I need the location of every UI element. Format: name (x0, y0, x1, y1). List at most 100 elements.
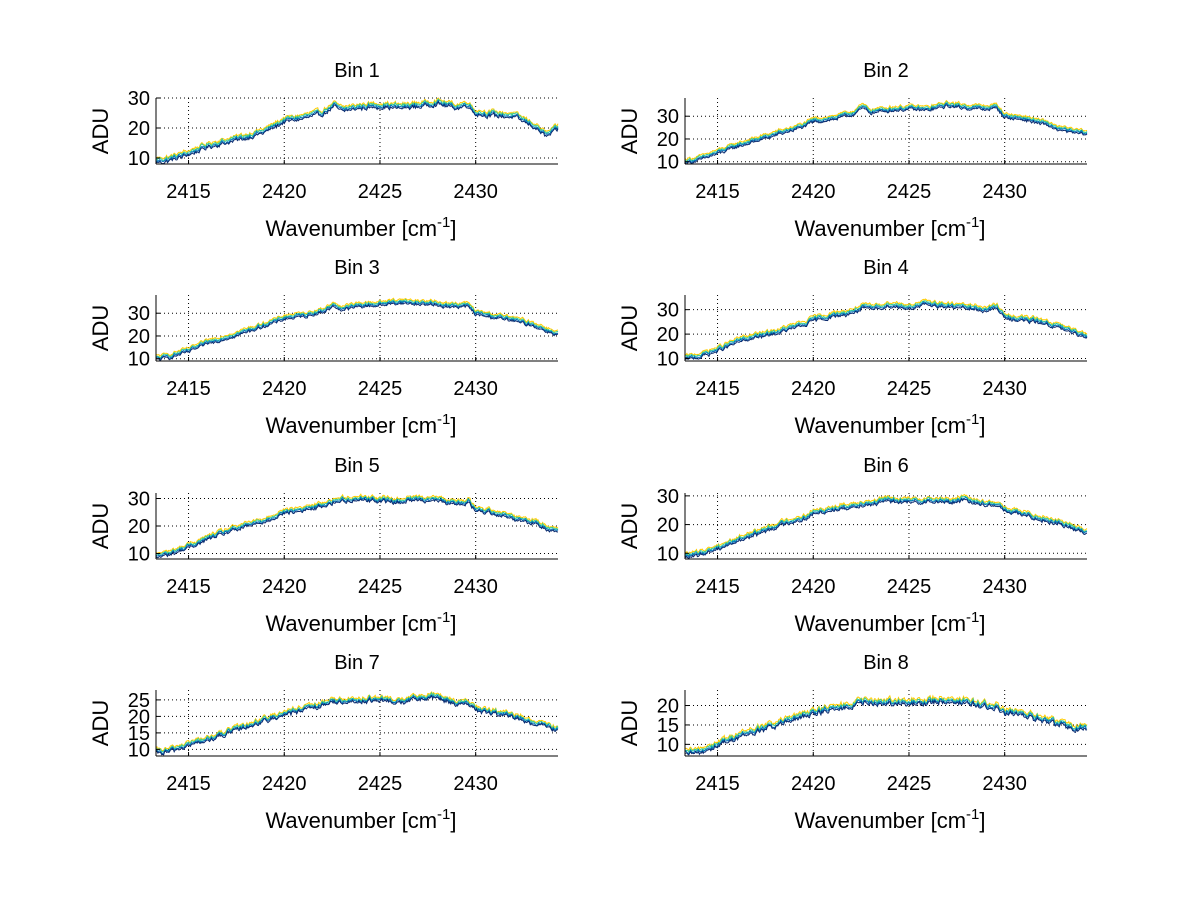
y-tick-label: 20 (657, 696, 679, 718)
series-line-4 (684, 302, 1088, 360)
x-tick-label: 2415 (695, 181, 740, 203)
x-tick-label: 2430 (453, 576, 498, 598)
y-tick-label: 10 (128, 544, 150, 566)
y-tick-label: 10 (128, 349, 150, 371)
y-axis-label: ADU (617, 305, 642, 351)
subplot-bin-6: 2415 2420 2425 2430 10 20 30 Bin 6 ADU Wavenumber… (617, 455, 1088, 636)
subplot-bin-5: 2415 2420 2425 2430 10 20 30 Bin 5 ADU Wavenumber… (88, 455, 559, 636)
y-axis-label: ADU (617, 108, 642, 154)
x-tick-label: 2420 (262, 576, 307, 598)
x-tick-label: 2420 (791, 181, 836, 203)
x-tick-label: 2430 (982, 773, 1027, 795)
x-tick-label: 2430 (982, 181, 1027, 203)
series-line-2 (155, 298, 559, 359)
series-line-2 (684, 300, 1088, 358)
series-line-4 (684, 699, 1088, 756)
x-tick-label: 2415 (166, 378, 211, 400)
y-tick-label: 15 (128, 723, 150, 745)
x-tick-label: 2415 (695, 576, 740, 598)
x-tick-label: 2420 (262, 181, 307, 203)
y-axis-label: ADU (88, 700, 113, 746)
y-axis-label: ADU (617, 503, 642, 549)
series-line-3 (155, 495, 559, 557)
y-tick-label: 10 (657, 152, 679, 174)
x-tick-label: 2425 (887, 576, 932, 598)
series-line-1 (684, 493, 1088, 556)
series-line-3 (155, 99, 559, 163)
y-tick-label: 25 (128, 690, 150, 712)
series-line-1 (155, 691, 559, 752)
series-line-2 (155, 98, 559, 161)
series-line-4 (155, 694, 559, 756)
x-tick-label: 2415 (695, 773, 740, 795)
subplot-title: Bin 8 (863, 652, 909, 674)
x-axis-label: Wavenumber [cm-1] (265, 214, 456, 241)
series-line-4 (684, 103, 1088, 165)
y-tick-label: 30 (128, 303, 150, 325)
series-line-1 (684, 99, 1088, 162)
subplot-title: Bin 2 (863, 60, 909, 82)
y-tick-label: 30 (128, 489, 150, 511)
x-tick-label: 2420 (791, 773, 836, 795)
x-tick-label: 2430 (453, 181, 498, 203)
subplot-title: Bin 3 (334, 257, 380, 279)
x-axis-label: Wavenumber [cm-1] (794, 411, 985, 438)
series-line-1 (155, 493, 559, 554)
subplot-title: Bin 7 (334, 652, 380, 674)
series-line-4 (155, 301, 559, 361)
subplot-title: Bin 5 (334, 455, 380, 477)
x-tick-label: 2425 (887, 181, 932, 203)
y-tick-label: 30 (128, 88, 150, 110)
y-axis-label: ADU (617, 700, 642, 746)
subplot-bin-1: 2415 2420 2425 2430 10 20 30 Bin 1 ADU Wavenumber… (88, 60, 559, 241)
x-tick-label: 2415 (166, 773, 211, 795)
subplot-title: Bin 6 (863, 455, 909, 477)
x-tick-label: 2420 (262, 378, 307, 400)
y-tick-label: 30 (657, 486, 679, 508)
x-axis-label: Wavenumber [cm-1] (265, 806, 456, 833)
x-axis-label: Wavenumber [cm-1] (794, 806, 985, 833)
series-line-2 (155, 495, 559, 556)
x-tick-label: 2415 (166, 181, 211, 203)
x-tick-label: 2425 (358, 773, 403, 795)
series-line-1 (155, 97, 559, 160)
y-tick-label: 20 (128, 516, 150, 538)
x-tick-label: 2425 (358, 378, 403, 400)
x-tick-label: 2415 (695, 378, 740, 400)
series-line-3 (155, 300, 559, 360)
series-line-1 (684, 298, 1088, 357)
y-tick-label: 20 (657, 129, 679, 151)
subplot-title: Bin 4 (863, 257, 909, 279)
x-tick-label: 2420 (791, 576, 836, 598)
series-line-3 (685, 301, 1088, 359)
series-line-3 (155, 694, 559, 754)
x-tick-label: 2425 (358, 181, 403, 203)
x-tick-label: 2430 (453, 378, 498, 400)
y-tick-label: 20 (128, 706, 150, 728)
y-tick-label: 20 (128, 326, 150, 348)
y-tick-label: 15 (657, 715, 679, 737)
y-tick-label: 30 (657, 106, 679, 128)
y-tick-label: 10 (128, 739, 150, 761)
x-tick-label: 2420 (262, 773, 307, 795)
y-axis-label: ADU (88, 503, 113, 549)
x-axis-label: Wavenumber [cm-1] (265, 411, 456, 438)
x-tick-label: 2425 (887, 773, 932, 795)
x-tick-label: 2420 (791, 378, 836, 400)
series-line-1 (155, 297, 559, 357)
x-axis-label: Wavenumber [cm-1] (794, 609, 985, 636)
x-axis-label: Wavenumber [cm-1] (265, 609, 456, 636)
y-tick-label: 10 (657, 349, 679, 371)
y-tick-label: 10 (128, 148, 150, 170)
y-tick-label: 10 (657, 543, 679, 565)
series-line-3 (684, 698, 1088, 756)
series-line-4 (684, 498, 1088, 560)
y-axis-label: ADU (88, 108, 113, 154)
x-tick-label: 2425 (358, 576, 403, 598)
